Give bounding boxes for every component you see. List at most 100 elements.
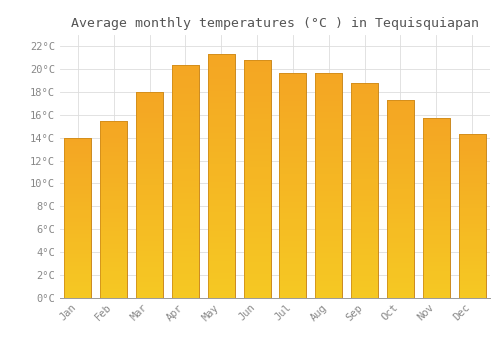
Bar bbox=[351, 190, 378, 196]
Bar bbox=[208, 164, 234, 170]
Bar bbox=[172, 228, 199, 233]
Bar bbox=[387, 209, 414, 214]
Bar bbox=[64, 222, 92, 226]
Bar bbox=[172, 129, 199, 134]
Bar bbox=[351, 217, 378, 222]
Bar bbox=[351, 120, 378, 126]
Bar bbox=[280, 129, 306, 134]
Bar bbox=[423, 136, 450, 141]
Bar bbox=[172, 65, 199, 70]
Bar bbox=[280, 112, 306, 118]
Bar bbox=[64, 246, 92, 250]
Bar bbox=[136, 200, 163, 205]
Bar bbox=[100, 227, 127, 231]
Bar bbox=[172, 175, 199, 181]
Bar bbox=[64, 162, 92, 166]
Bar bbox=[351, 83, 378, 298]
Bar bbox=[100, 121, 127, 298]
Bar bbox=[244, 244, 270, 250]
Bar bbox=[458, 179, 485, 183]
Bar bbox=[351, 238, 378, 244]
Bar bbox=[100, 134, 127, 138]
Bar bbox=[387, 258, 414, 263]
Bar bbox=[244, 167, 270, 173]
Bar bbox=[280, 292, 306, 298]
Bar bbox=[387, 174, 414, 179]
Bar bbox=[351, 126, 378, 131]
Bar bbox=[64, 138, 92, 298]
Bar bbox=[244, 197, 270, 203]
Bar bbox=[100, 209, 127, 214]
Bar bbox=[172, 82, 199, 88]
Bar bbox=[387, 248, 414, 253]
Bar bbox=[387, 145, 414, 149]
Bar bbox=[64, 138, 92, 142]
Bar bbox=[458, 257, 485, 261]
Bar bbox=[387, 223, 414, 229]
Bar bbox=[458, 171, 485, 175]
Bar bbox=[458, 281, 485, 285]
Bar bbox=[316, 270, 342, 275]
Bar bbox=[244, 280, 270, 286]
Bar bbox=[316, 140, 342, 146]
Bar bbox=[172, 117, 199, 123]
Bar bbox=[136, 272, 163, 277]
Bar bbox=[316, 208, 342, 213]
Bar bbox=[208, 85, 234, 91]
Bar bbox=[244, 72, 270, 78]
Bar bbox=[208, 133, 234, 140]
Bar bbox=[458, 208, 485, 212]
Bar bbox=[458, 240, 485, 244]
Bar bbox=[208, 243, 234, 249]
Bar bbox=[280, 118, 306, 123]
Bar bbox=[208, 54, 234, 61]
Bar bbox=[244, 84, 270, 90]
Bar bbox=[100, 293, 127, 298]
Bar bbox=[387, 179, 414, 184]
Bar bbox=[244, 96, 270, 102]
Bar bbox=[351, 212, 378, 217]
Bar bbox=[316, 241, 342, 247]
Bar bbox=[136, 236, 163, 241]
Bar bbox=[136, 128, 163, 133]
Bar bbox=[423, 172, 450, 176]
Bar bbox=[387, 263, 414, 268]
Bar bbox=[208, 194, 234, 200]
Bar bbox=[208, 61, 234, 66]
Bar bbox=[458, 175, 485, 179]
Bar bbox=[172, 286, 199, 292]
Bar bbox=[172, 76, 199, 82]
Bar bbox=[316, 264, 342, 270]
Bar bbox=[280, 230, 306, 236]
Bar bbox=[244, 60, 270, 298]
Bar bbox=[100, 205, 127, 209]
Bar bbox=[316, 185, 342, 191]
Bar bbox=[423, 244, 450, 248]
Bar bbox=[280, 168, 306, 174]
Bar bbox=[387, 278, 414, 283]
Bar bbox=[244, 131, 270, 137]
Bar bbox=[64, 150, 92, 154]
Bar bbox=[423, 208, 450, 212]
Bar bbox=[387, 100, 414, 105]
Bar bbox=[423, 150, 450, 154]
Bar bbox=[100, 200, 127, 205]
Bar bbox=[136, 154, 163, 159]
Bar bbox=[172, 268, 199, 274]
Bar bbox=[208, 152, 234, 158]
Bar bbox=[458, 248, 485, 253]
Bar bbox=[136, 174, 163, 179]
Bar bbox=[136, 118, 163, 123]
Bar bbox=[316, 151, 342, 157]
Bar bbox=[208, 54, 234, 298]
Bar bbox=[423, 266, 450, 271]
Bar bbox=[280, 163, 306, 168]
Bar bbox=[136, 164, 163, 169]
Bar bbox=[172, 292, 199, 298]
Bar bbox=[64, 166, 92, 170]
Bar bbox=[387, 125, 414, 130]
Bar bbox=[351, 222, 378, 228]
Bar bbox=[351, 276, 378, 281]
Bar bbox=[100, 236, 127, 240]
Bar bbox=[351, 254, 378, 260]
